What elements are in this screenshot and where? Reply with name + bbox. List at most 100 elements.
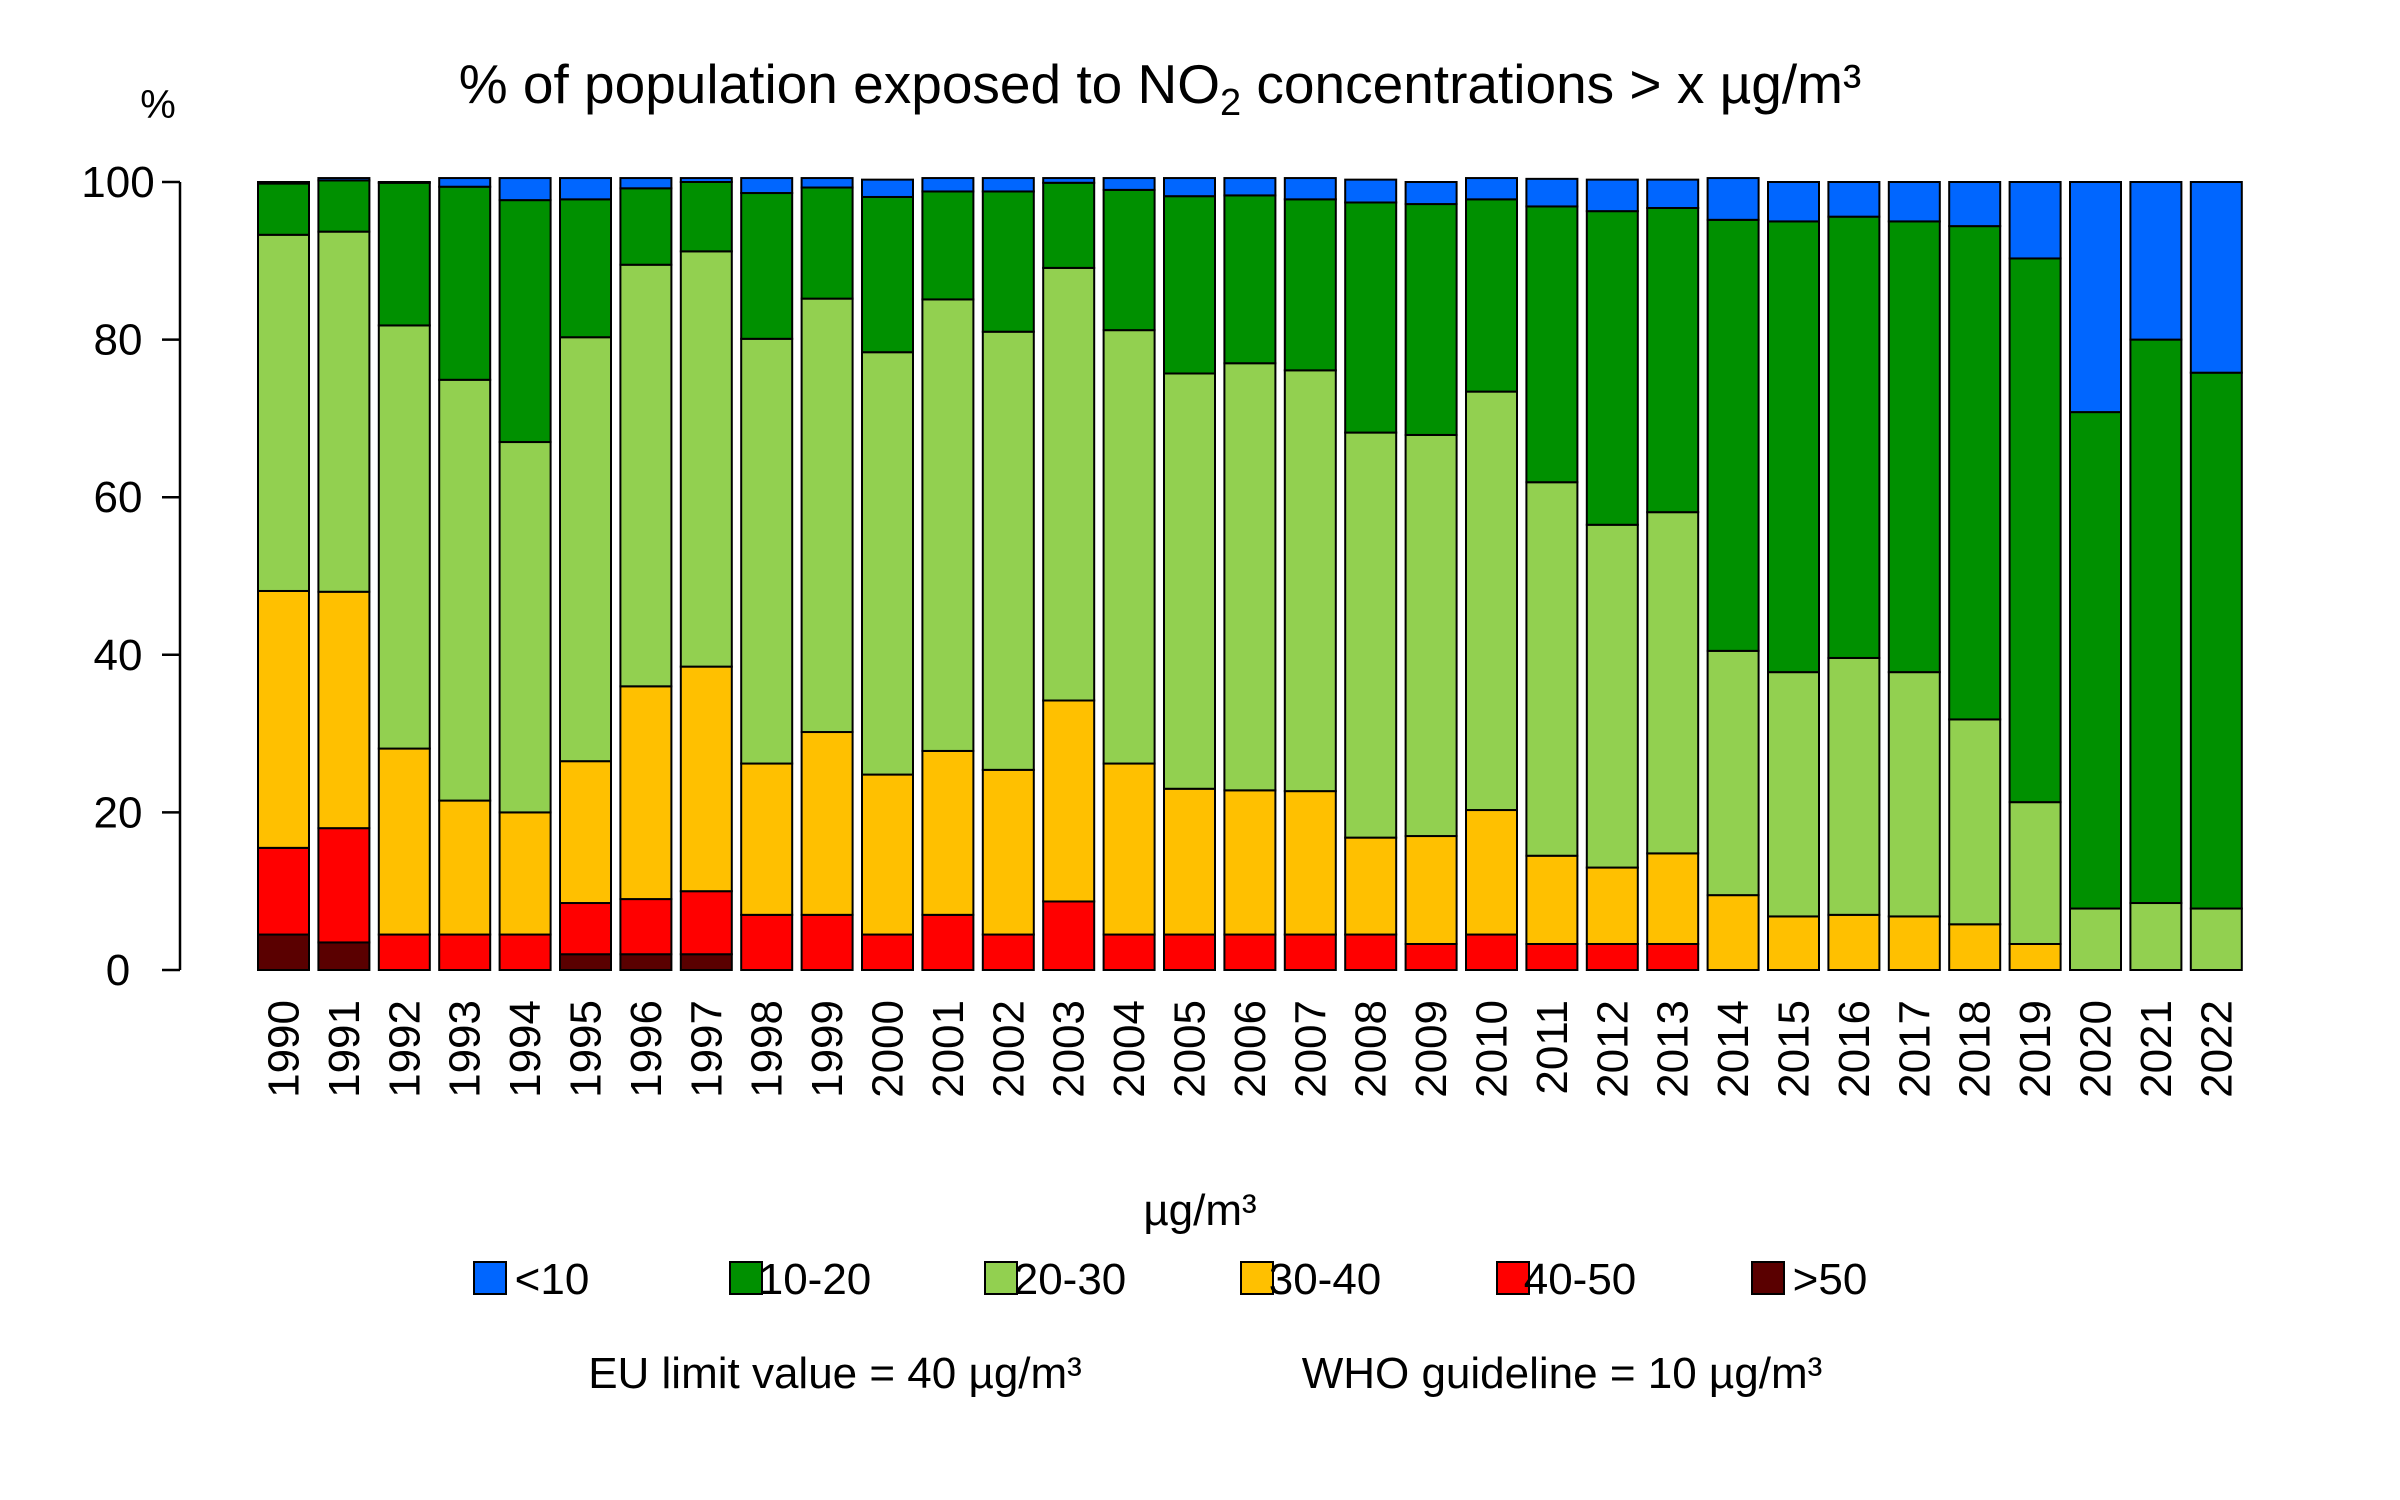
x-tick-label: 2010 [1468, 1000, 1517, 1098]
chart-title-subscript: 2 [1220, 82, 1241, 124]
bar-segment [1163, 787, 1216, 936]
bar-segment [679, 953, 733, 971]
bar-segment [1525, 205, 1579, 484]
y-tick-label: 80 [94, 316, 143, 365]
x-tick-label: 1999 [803, 1000, 852, 1098]
bar-segment [2008, 181, 2062, 260]
bar-segment [921, 749, 975, 916]
legend-item: 40-50 [1496, 1255, 1636, 1304]
legend-item: 10-20 [729, 1255, 871, 1304]
bar-segment [257, 933, 310, 971]
bar-segment [1948, 923, 2002, 972]
y-tick-label: 100 [81, 158, 154, 207]
bar-segment [1283, 790, 1337, 936]
bar-segment [2008, 942, 2062, 971]
bar-segment [921, 190, 975, 301]
bar-segment [861, 178, 914, 198]
bar-segment [679, 250, 733, 668]
legend-swatch [1751, 1261, 1785, 1295]
x-tick-label: 2015 [1770, 1000, 1819, 1098]
bar-stack-1997 [679, 177, 733, 971]
bar-segment [1042, 900, 1096, 971]
bar-stack-2014 [1706, 177, 1760, 972]
bar-segment [1223, 194, 1277, 365]
x-tick-label: 2002 [984, 1000, 1033, 1098]
bar-stack-1995 [559, 177, 612, 971]
legend-swatch [1240, 1261, 1274, 1295]
y-tick-label: 60 [94, 473, 143, 522]
bars [257, 177, 2243, 972]
bar-segment [1767, 181, 1820, 223]
bar-segment [2189, 371, 2243, 910]
bar-segment [1585, 942, 1639, 971]
bar-segment [1706, 218, 1760, 652]
x-tick-label: 1991 [320, 1000, 369, 1098]
bar-segment [1404, 203, 1458, 436]
bar-segment [1948, 718, 2002, 926]
bar-segment [1465, 177, 1518, 201]
y-tick-label: 20 [94, 788, 143, 837]
bar-segment [2069, 907, 2122, 972]
bar-segment [257, 846, 310, 936]
bar-segment [257, 181, 310, 185]
bar-segment [257, 233, 310, 592]
legend-item: <10 [473, 1255, 590, 1304]
bar-segment [2129, 902, 2183, 972]
bar-segment [1948, 225, 2002, 721]
bar-segment [981, 190, 1035, 333]
y-axis: 0 20 40 60 80 100 [81, 158, 182, 995]
bar-stack-2016 [1827, 181, 1881, 972]
bar-segment [377, 181, 431, 184]
bar-segment [438, 378, 492, 802]
x-tick-label: 2008 [1347, 1000, 1396, 1098]
bar-stack-2002 [981, 177, 1035, 971]
bar-segment [1163, 372, 1216, 790]
bar-segment [1706, 894, 1760, 972]
bar-segment [1948, 181, 2002, 228]
bar-segment [377, 933, 431, 971]
bar-segment [1646, 511, 1700, 855]
bar-segment [1585, 523, 1639, 869]
bar-segment [2008, 801, 2062, 945]
bar-segment [2069, 411, 2122, 910]
bar-segment [2189, 907, 2243, 972]
chart-title-prefix: % of population exposed to NO [459, 53, 1220, 115]
legend-swatch [1496, 1261, 1530, 1295]
bar-segment [559, 760, 612, 905]
x-tick-label: 1990 [260, 1000, 309, 1098]
bar-segment [1465, 933, 1518, 971]
bar-segment [559, 198, 612, 339]
chart-title: % of population exposed to NO2 concentra… [459, 53, 1862, 124]
bar-segment [1525, 942, 1579, 971]
bar-segment [800, 177, 854, 189]
legend-title: µg/m³ [1143, 1186, 1256, 1235]
bar-segment [740, 913, 794, 972]
bar-segment [1223, 933, 1277, 971]
x-tick-label: 1997 [682, 1000, 731, 1098]
bar-stack-2019 [2008, 181, 2062, 971]
bar-segment [740, 177, 794, 195]
bar-segment [1042, 266, 1096, 702]
bar-segment [1404, 433, 1458, 838]
bar-segment [498, 441, 552, 814]
bar-segment [800, 913, 854, 972]
bar-segment [1163, 195, 1216, 375]
bar-segment [438, 177, 492, 188]
bar-stack-1996 [619, 177, 673, 971]
bar-segment [740, 762, 794, 916]
bar-segment [1223, 362, 1277, 792]
bar-stack-2004 [1102, 177, 1156, 971]
legend-label: <10 [515, 1255, 590, 1304]
bar-segment [679, 890, 733, 956]
x-tick-label: 2001 [924, 1000, 973, 1098]
bar-segment [559, 336, 612, 763]
bar-segment [800, 186, 854, 300]
bar-segment [317, 177, 371, 182]
bar-segment [1827, 181, 1881, 218]
bar-segment [1102, 329, 1156, 765]
who-guideline-note: WHO guideline = 10 µg/m³ [1302, 1349, 1823, 1398]
bar-segment [1767, 671, 1820, 918]
x-tick-label: 2000 [864, 1000, 913, 1098]
x-tick-label: 2011 [1528, 1000, 1577, 1095]
bar-segment [921, 298, 975, 752]
